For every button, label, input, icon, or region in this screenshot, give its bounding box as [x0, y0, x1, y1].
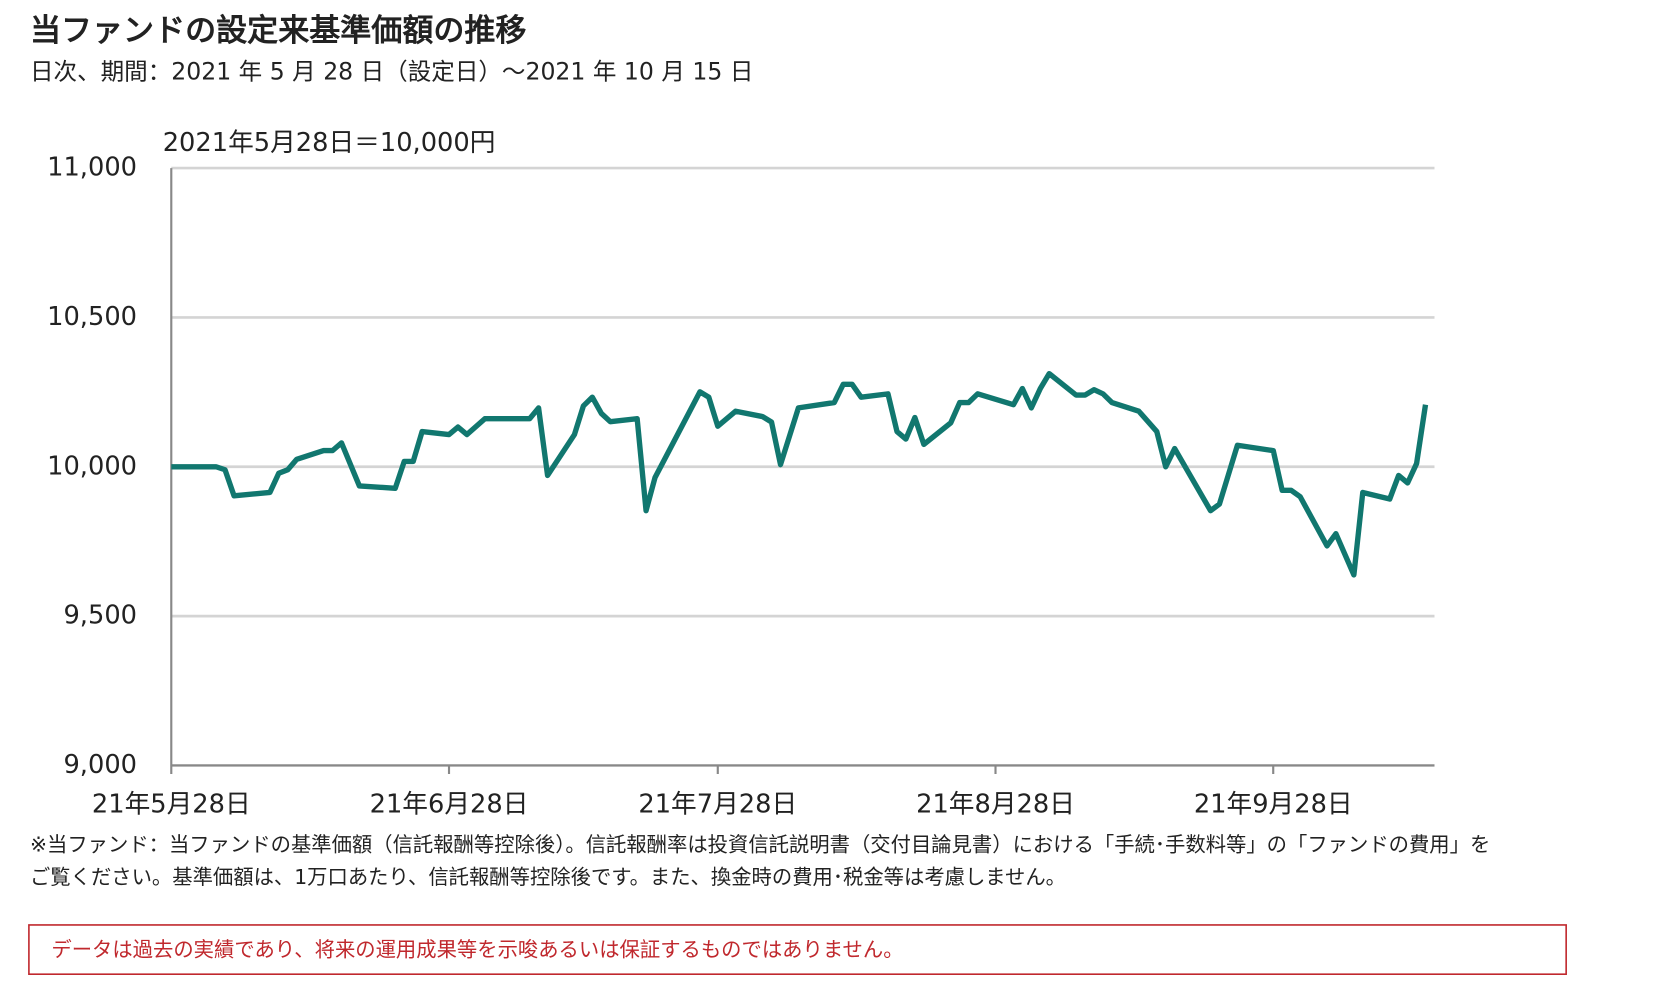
y-tick-label: 11,000	[47, 153, 137, 183]
y-tick-label: 10,000	[47, 451, 137, 481]
chart-subtitle: 日次、期間：2021 年 5 月 28 日（設定日）～2021 年 10 月 1…	[30, 57, 753, 85]
disclaimer-box	[28, 924, 1567, 975]
note-line: ※当ファンド：当ファンドの基準価額（信託報酬等控除後）。信託報酬率は投資信託説明…	[30, 833, 1490, 857]
x-tick-label: 21年7月28日	[638, 790, 797, 820]
x-tick-label: 21年5月28日	[92, 790, 251, 820]
chart-title: 当ファンドの設定来基準価額の推移	[30, 13, 527, 49]
data-line	[171, 370, 1429, 578]
note-line: ご覧ください。基準価額は、1万口あたり、信託報酬等控除後です。また、換金時の費用…	[30, 865, 1066, 889]
disclaimer: データは過去の実績であり、将来の運用成果等を示唆あるいは保証するものではありませ…	[51, 938, 903, 962]
y-tick-label: 10,500	[47, 302, 137, 332]
x-tick-label: 21年6月28日	[370, 790, 529, 820]
y-tick-label: 9,500	[63, 601, 137, 631]
y-tick-label: 9,000	[63, 750, 137, 780]
x-tick-label: 21年8月28日	[916, 790, 1075, 820]
annotation: 2021年5月28日＝10,000円	[163, 128, 496, 158]
x-tick-label: 21年9月28日	[1194, 790, 1353, 820]
